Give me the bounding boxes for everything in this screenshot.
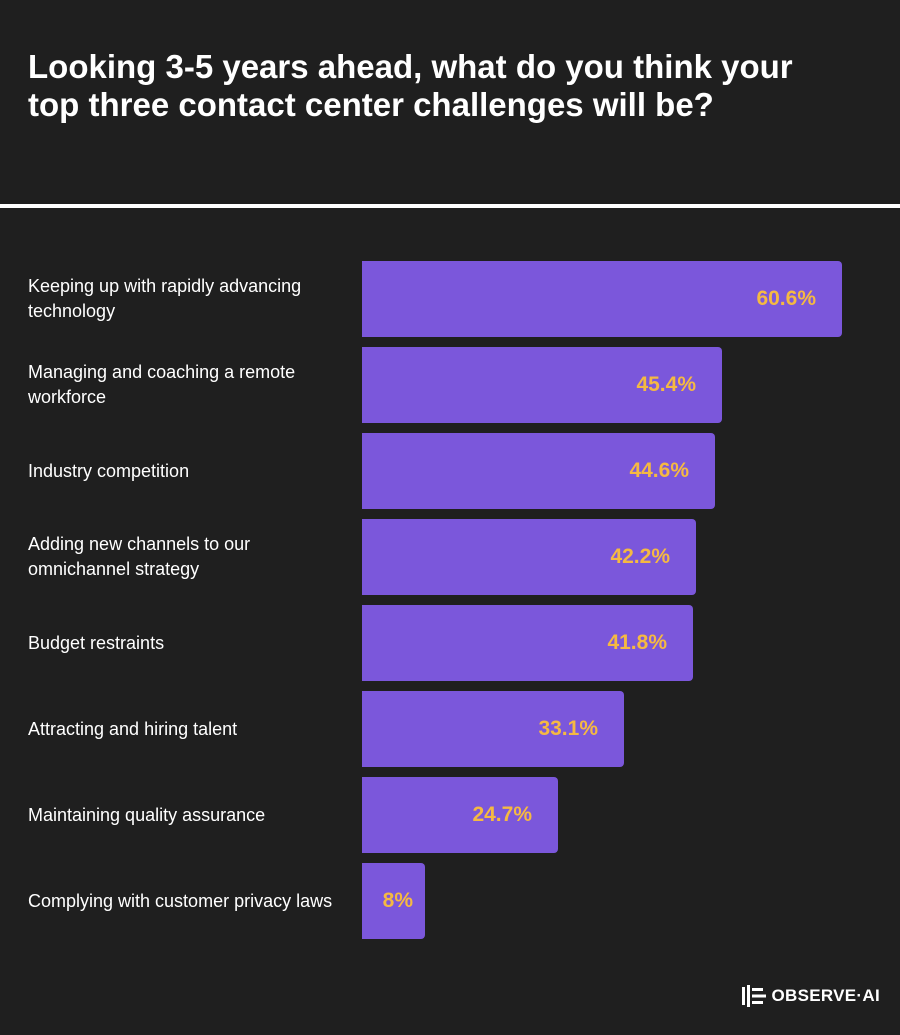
- category-label: Attracting and hiring talent: [28, 718, 238, 739]
- bar: 44.6%: [362, 433, 715, 509]
- category-label: Keeping up with rapidly advancing techno…: [28, 276, 302, 321]
- bar: 24.7%: [362, 777, 558, 853]
- category-label: Budget restraints: [28, 632, 165, 653]
- logo-text: OBSERVE·AI: [771, 986, 880, 1005]
- category-label: Complying with customer privacy laws: [28, 890, 333, 911]
- bar-value-label: 8%: [382, 889, 413, 912]
- bar: 41.8%: [362, 605, 693, 681]
- chart-title: Looking 3-5 years ahead, what do you thi…: [28, 48, 793, 123]
- bar: 60.6%: [362, 261, 842, 337]
- bar: 33.1%: [362, 691, 624, 767]
- bar: 8%: [362, 863, 425, 939]
- category-label: Industry competition: [28, 460, 190, 481]
- bar-value-label: 24.7%: [472, 803, 532, 826]
- bar-value-label: 41.8%: [607, 631, 667, 654]
- bar-value-label: 42.2%: [610, 545, 670, 568]
- bar-value-label: 44.6%: [629, 459, 689, 482]
- brand-logo: OBSERVE·AI: [741, 985, 881, 1007]
- bar: 42.2%: [362, 519, 696, 595]
- category-label: Maintaining quality assurance: [28, 804, 266, 825]
- bar: 45.4%: [362, 347, 722, 423]
- bar-value-label: 33.1%: [538, 717, 598, 740]
- title-divider: [0, 204, 900, 208]
- category-label: Adding new channels to our omnichannel s…: [28, 534, 251, 579]
- observe-ai-mark-icon: [741, 985, 766, 1007]
- bar-value-label: 45.4%: [636, 373, 696, 396]
- category-label: Managing and coaching a remote workforce: [28, 362, 296, 407]
- bar-value-label: 60.6%: [756, 287, 816, 310]
